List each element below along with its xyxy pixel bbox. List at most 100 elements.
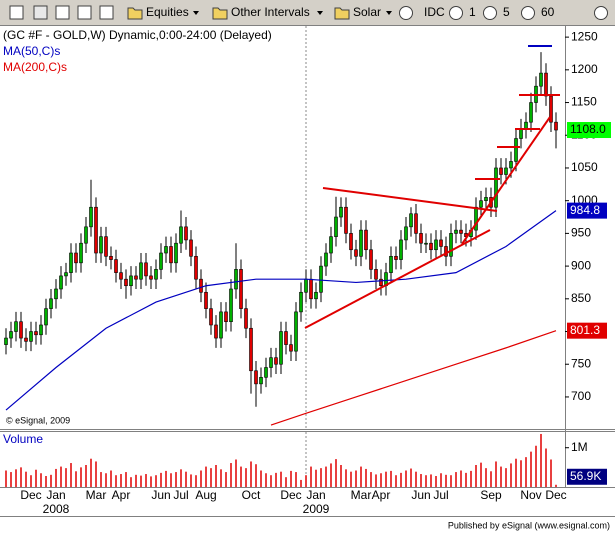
icon[interactable]	[483, 6, 497, 20]
icon[interactable]	[77, 5, 92, 20]
icon[interactable]	[9, 5, 24, 20]
volume-bar	[555, 484, 557, 487]
candle-body	[209, 308, 213, 326]
volume-bar	[265, 473, 267, 487]
dropdown-arrow[interactable]	[193, 11, 199, 15]
volume-bar	[445, 474, 447, 487]
candle-body	[484, 197, 488, 201]
toolbar-button[interactable]: Equities	[146, 5, 189, 19]
toolbar-button[interactable]: IDC	[424, 5, 445, 19]
volume-bar	[395, 475, 397, 487]
candle-body	[269, 357, 273, 368]
folder-icon[interactable]	[127, 7, 143, 20]
toolbar-button[interactable]: Solar	[353, 5, 381, 19]
y-tick-label: 900	[571, 258, 591, 272]
icon[interactable]	[55, 5, 70, 20]
icon[interactable]	[449, 6, 463, 20]
folder-icon[interactable]	[212, 7, 228, 20]
x-year-label: 2009	[303, 502, 330, 516]
toolbar-button[interactable]: Other Intervals	[231, 5, 310, 19]
candle-body	[94, 206, 98, 254]
volume-bar	[65, 468, 67, 487]
trendlines	[304, 45, 560, 329]
candle-body	[479, 200, 483, 208]
volume-bar	[415, 471, 417, 487]
icon[interactable]	[521, 6, 535, 20]
candle-body	[79, 242, 83, 264]
candle-body	[404, 226, 408, 241]
candle-body	[444, 246, 448, 257]
volume-bar	[430, 474, 432, 487]
candle-body	[9, 331, 13, 339]
volume-bar	[200, 470, 202, 487]
volume-bar	[285, 477, 287, 487]
volume-bar	[355, 470, 357, 487]
folder-icon[interactable]	[334, 7, 350, 20]
x-tick-label: Apr	[112, 488, 131, 502]
candle-body	[54, 288, 58, 300]
icon[interactable]	[33, 5, 48, 20]
volume-bar	[325, 466, 327, 487]
candle-body	[4, 337, 8, 345]
volume-bar	[250, 461, 252, 487]
ma-line	[270, 330, 557, 426]
trendline	[461, 116, 551, 245]
candle-body	[294, 311, 298, 352]
candle-body	[344, 206, 348, 234]
candle-body	[84, 226, 88, 244]
candle-body	[329, 236, 333, 254]
toolbar-button[interactable]: 1	[469, 5, 476, 19]
volume-bar	[115, 475, 117, 487]
candle-body	[134, 275, 138, 280]
last-value-box	[567, 468, 607, 485]
candle-body	[519, 128, 523, 139]
icon[interactable]	[99, 5, 114, 20]
dropdown-arrow[interactable]	[317, 11, 323, 15]
candle-body	[494, 167, 498, 208]
y-tick-label: 1250	[571, 29, 598, 43]
toolbar-button[interactable]: 5	[503, 5, 510, 19]
volume-bar	[20, 467, 22, 487]
plot: 7007508008509009501000105011001150120012…	[4, 29, 611, 516]
candle-body	[309, 278, 313, 300]
legend-entry: MA(200,C)s	[3, 60, 67, 74]
candle-body	[159, 252, 163, 270]
candle-body	[129, 275, 133, 287]
x-year-label: 2008	[43, 502, 70, 516]
volume-bar	[130, 477, 132, 487]
volume-bar	[30, 475, 32, 487]
volume-bar	[190, 474, 192, 487]
volume-bar	[505, 468, 507, 487]
volume-bar	[15, 469, 17, 487]
volume-bar	[235, 459, 237, 487]
volume-bar	[245, 468, 247, 487]
icon[interactable]	[594, 6, 608, 20]
candle-body	[259, 377, 263, 385]
volume-bar	[495, 461, 497, 487]
toolbar-button[interactable]: 60	[541, 5, 555, 19]
icon[interactable]	[399, 6, 413, 20]
candle-body	[204, 291, 208, 309]
volume-bar	[405, 470, 407, 487]
volume-bar	[465, 472, 467, 487]
ma-line	[5, 210, 557, 411]
volume-bar	[535, 445, 537, 487]
candle-body	[379, 278, 383, 287]
dropdown-arrow[interactable]	[386, 11, 392, 15]
volume-bar	[290, 470, 292, 487]
candle-body	[109, 255, 113, 260]
candle-body	[264, 367, 268, 378]
candle-body	[139, 262, 143, 280]
volume-bar	[440, 473, 442, 487]
volume-bar	[330, 463, 332, 487]
candle-body	[364, 229, 368, 251]
last-value-label: 1108.0	[570, 122, 606, 136]
last-value-box	[567, 202, 607, 219]
x-tick-label: Jul	[173, 488, 188, 502]
candle-body	[89, 206, 93, 228]
x-tick-label: Aug	[195, 488, 216, 502]
last-value-label: 56.9K	[570, 469, 601, 483]
candle-body	[314, 291, 318, 300]
